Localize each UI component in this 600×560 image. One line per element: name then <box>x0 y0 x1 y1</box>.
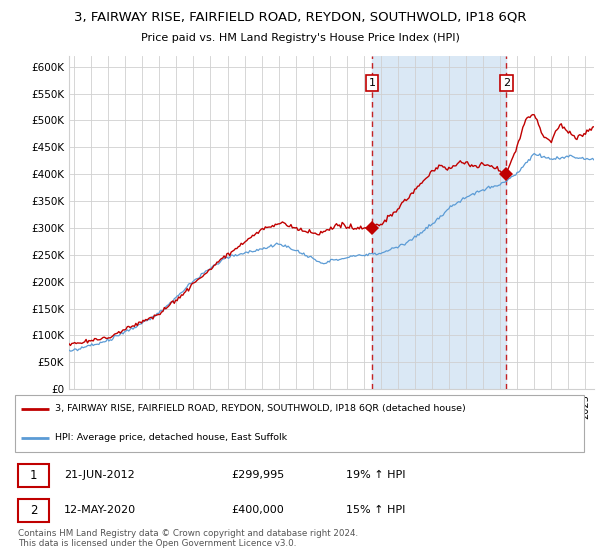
Text: 21-JUN-2012: 21-JUN-2012 <box>64 470 134 480</box>
Text: Price paid vs. HM Land Registry's House Price Index (HPI): Price paid vs. HM Land Registry's House … <box>140 32 460 43</box>
Text: 2: 2 <box>30 504 37 517</box>
FancyBboxPatch shape <box>15 395 584 452</box>
FancyBboxPatch shape <box>18 499 49 522</box>
Text: 1: 1 <box>368 78 376 88</box>
Text: 1: 1 <box>30 469 37 482</box>
Text: 12-MAY-2020: 12-MAY-2020 <box>64 505 136 515</box>
Text: 2: 2 <box>503 78 510 88</box>
Text: £400,000: £400,000 <box>231 505 284 515</box>
Bar <box>372 56 506 389</box>
Text: 19% ↑ HPI: 19% ↑ HPI <box>346 470 406 480</box>
FancyBboxPatch shape <box>18 464 49 487</box>
Text: £299,995: £299,995 <box>231 470 284 480</box>
Text: 3, FAIRWAY RISE, FAIRFIELD ROAD, REYDON, SOUTHWOLD, IP18 6QR: 3, FAIRWAY RISE, FAIRFIELD ROAD, REYDON,… <box>74 11 526 24</box>
Text: Contains HM Land Registry data © Crown copyright and database right 2024.
This d: Contains HM Land Registry data © Crown c… <box>18 529 358 548</box>
Text: 3, FAIRWAY RISE, FAIRFIELD ROAD, REYDON, SOUTHWOLD, IP18 6QR (detached house): 3, FAIRWAY RISE, FAIRFIELD ROAD, REYDON,… <box>55 404 466 413</box>
Text: 15% ↑ HPI: 15% ↑ HPI <box>346 505 406 515</box>
Text: HPI: Average price, detached house, East Suffolk: HPI: Average price, detached house, East… <box>55 433 287 442</box>
